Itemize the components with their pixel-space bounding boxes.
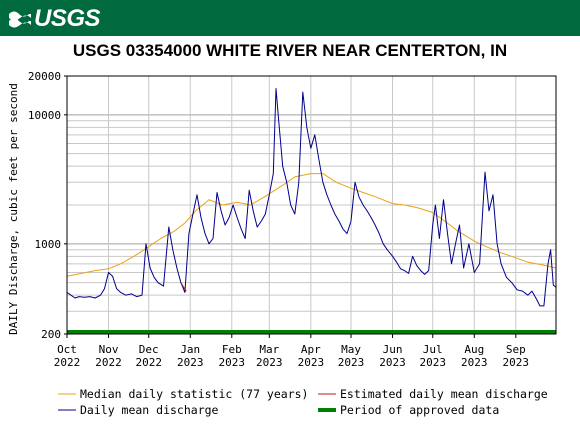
x-tick-month: Jun (383, 343, 403, 356)
x-tick-year: 2023 (219, 356, 246, 369)
y-axis-label: DAILY Discharge, cubic feet per second (7, 83, 20, 335)
legend-label: Median daily statistic (77 years) (80, 387, 308, 401)
usgs-wave-icon (9, 11, 31, 28)
x-tick-month: Apr (301, 343, 321, 356)
series-daily-mean-discharge (66, 88, 557, 307)
x-tick-month: Feb (222, 343, 242, 356)
legend: Median daily statistic (77 years) Estimat… (58, 387, 548, 417)
y-tick-label: 10000 (28, 109, 61, 122)
x-tick-year: 2023 (256, 356, 283, 369)
x-tick-year: 2022 (54, 356, 81, 369)
x-tick-month: Jan (180, 343, 200, 356)
x-tick-year: 2023 (338, 356, 365, 369)
x-tick-month: Nov (99, 343, 119, 356)
x-tick-month: Mar (259, 343, 279, 356)
x-tick-year: 2023 (461, 356, 488, 369)
legend-label: Estimated daily mean discharge (340, 387, 548, 401)
y-tick-label: 1000 (35, 238, 62, 251)
x-tick-year: 2023 (419, 356, 446, 369)
series-median-daily-statistic-77-years (66, 173, 557, 277)
x-tick-year: 2023 (177, 356, 204, 369)
usgs-banner: USGS (0, 0, 580, 36)
y-tick-label: 200 (41, 328, 61, 341)
y-tick-label: 20000 (28, 70, 61, 83)
legend-label: Daily mean discharge (80, 403, 219, 417)
x-tick-year: 2023 (503, 356, 530, 369)
x-tick-month: Oct (57, 343, 77, 356)
x-tick-year: 2023 (379, 356, 406, 369)
usgs-logo[interactable]: USGS (34, 5, 101, 32)
x-tick-month: May (341, 343, 361, 356)
x-tick-year: 2022 (95, 356, 122, 369)
x-tick-month: Sep (506, 343, 526, 356)
x-tick-month: Dec (139, 343, 159, 356)
series-estimated-daily-mean-discharge (180, 282, 187, 292)
x-tick-year: 2022 (135, 356, 162, 369)
x-tick-year: 2023 (298, 356, 325, 369)
x-tick-month: Jul (423, 343, 443, 356)
legend-label: Period of approved data (340, 403, 499, 417)
x-tick-month: Aug (464, 343, 484, 356)
chart-title: USGS 03354000 WHITE RIVER NEAR CENTERTON… (72, 41, 508, 60)
plot-frame (66, 75, 557, 335)
